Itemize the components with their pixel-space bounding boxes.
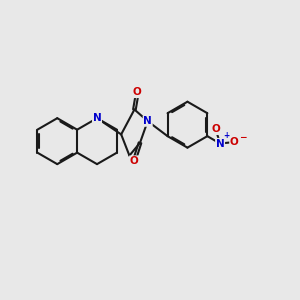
Text: N: N	[216, 139, 224, 148]
Text: N: N	[143, 116, 152, 126]
Text: −: −	[239, 133, 246, 142]
Text: N: N	[93, 113, 101, 123]
Text: O: O	[133, 87, 142, 98]
Text: O: O	[130, 156, 139, 166]
Text: O: O	[211, 124, 220, 134]
Text: O: O	[230, 137, 239, 147]
Text: +: +	[224, 131, 230, 140]
